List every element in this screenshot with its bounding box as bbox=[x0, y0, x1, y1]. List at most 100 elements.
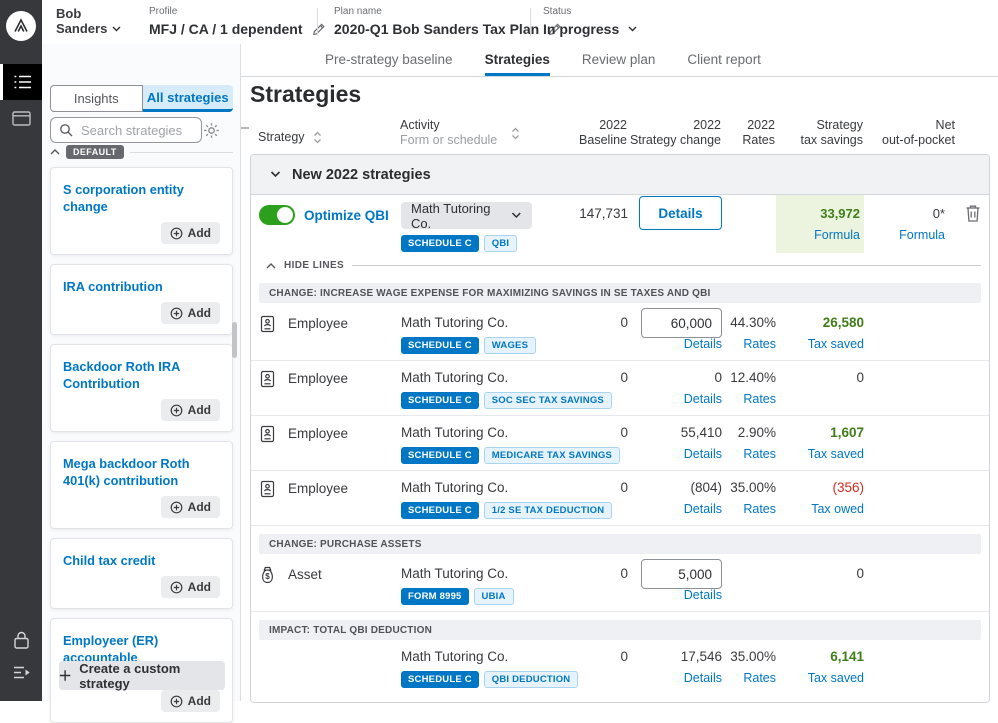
tax-savings-value: 0 bbox=[856, 566, 864, 582]
net-out-of-pocket-cell: 0* Formula bbox=[864, 195, 956, 253]
tab-insights[interactable]: Insights bbox=[50, 85, 143, 112]
resize-handle[interactable] bbox=[241, 127, 249, 129]
add-strategy-button[interactable]: Add bbox=[161, 576, 220, 598]
app-rail bbox=[0, 0, 42, 701]
status-dropdown[interactable]: In progress bbox=[543, 21, 637, 37]
details-link[interactable]: Details bbox=[684, 671, 722, 686]
table-row: Math Tutoring Co. SCHEDULE CQBI DEDUCTIO… bbox=[251, 640, 989, 702]
row-badge: WAGES bbox=[484, 337, 536, 354]
row-type-label: Employee bbox=[288, 370, 348, 386]
add-strategy-button[interactable]: Add bbox=[161, 690, 220, 712]
rates-link[interactable]: Rates bbox=[743, 502, 776, 517]
row-type-label: Employee bbox=[288, 480, 348, 496]
lock-icon[interactable] bbox=[0, 623, 42, 656]
tax-saved-link[interactable]: Tax saved bbox=[808, 671, 864, 686]
profile-value: MFJ / CA / 1 dependent bbox=[149, 21, 303, 37]
strategy-card-title[interactable]: Backdoor Roth IRA Contribution bbox=[63, 358, 220, 392]
circle-plus-icon bbox=[170, 227, 183, 240]
profile-label: Profile bbox=[149, 6, 325, 18]
strategy-change-input[interactable] bbox=[641, 559, 722, 589]
circle-plus-icon bbox=[170, 581, 183, 594]
tax-savings-value: 26,580 bbox=[823, 315, 864, 331]
collapse-caret-icon[interactable] bbox=[50, 149, 60, 155]
tax-saved-link[interactable]: Tax saved bbox=[808, 337, 864, 352]
search-input[interactable] bbox=[79, 122, 193, 139]
app-logo[interactable] bbox=[6, 11, 36, 41]
rates-link[interactable]: Rates bbox=[743, 337, 776, 352]
add-strategy-button[interactable]: Add bbox=[161, 399, 220, 421]
formula-link[interactable]: Formula bbox=[864, 228, 945, 242]
tab-client-report[interactable]: Client report bbox=[687, 52, 761, 76]
tab-review-plan[interactable]: Review plan bbox=[582, 52, 656, 76]
sort-icon[interactable] bbox=[511, 127, 520, 140]
details-link[interactable]: Details bbox=[684, 588, 722, 603]
formula-link[interactable]: Formula bbox=[776, 228, 860, 242]
rail-plans-icon[interactable] bbox=[0, 100, 42, 136]
strategy-name-link[interactable]: Optimize QBI bbox=[304, 208, 389, 223]
entity-name: Math Tutoring Co. bbox=[401, 425, 546, 441]
col-strategy-change: 2022Strategy change bbox=[627, 116, 721, 148]
hide-lines-divider: HIDE LINES bbox=[259, 256, 981, 275]
entity-name: Math Tutoring Co. bbox=[401, 566, 546, 582]
rate-value: 2.90% bbox=[738, 425, 776, 441]
details-link[interactable]: Details bbox=[684, 392, 722, 407]
tab-strategies[interactable]: Strategies bbox=[485, 52, 550, 76]
strategy-card-title[interactable]: Mega backdoor Roth 401(k) contribution bbox=[63, 455, 220, 489]
strategy-card-title[interactable]: IRA contribution bbox=[63, 278, 220, 295]
table-header: Strategy Activity Form or schedule 2022B… bbox=[250, 116, 990, 148]
collapse-caret-icon[interactable] bbox=[266, 263, 276, 269]
entity-name: Math Tutoring Co. bbox=[401, 370, 546, 386]
tax-savings-value: 6,141 bbox=[830, 649, 864, 665]
add-strategy-button[interactable]: Add bbox=[161, 496, 220, 518]
user-menu[interactable]: Bob Sanders bbox=[56, 6, 121, 36]
add-strategy-button[interactable]: Add bbox=[161, 302, 220, 324]
filter-settings-gear-icon[interactable] bbox=[203, 122, 220, 139]
status-group: Status In progress bbox=[543, 6, 637, 37]
add-strategy-label: Add bbox=[188, 694, 211, 708]
rate-value: 44.30% bbox=[730, 315, 776, 331]
schedule-badge: SCHEDULE C bbox=[401, 235, 479, 252]
strategy-toggle[interactable] bbox=[259, 205, 295, 225]
circle-plus-icon bbox=[170, 404, 183, 417]
chevron-down-icon bbox=[628, 26, 637, 32]
tab-pre-strategy-baseline[interactable]: Pre-strategy baseline bbox=[325, 52, 453, 76]
brand-mark-icon bbox=[12, 17, 30, 35]
default-section-header: DEFAULT bbox=[50, 145, 233, 159]
entity-dropdown[interactable]: Math Tutoring Co. bbox=[401, 202, 532, 229]
details-button[interactable]: Details bbox=[639, 196, 722, 230]
sidebar-view-toggle: Insights All strategies bbox=[50, 85, 233, 112]
section-badge: DEFAULT bbox=[66, 145, 124, 159]
group-header-new-2022-strategies[interactable]: New 2022 strategies bbox=[251, 155, 989, 195]
strategy-card: Backdoor Roth IRA Contribution Add bbox=[50, 344, 233, 432]
edit-profile-icon[interactable] bbox=[312, 23, 325, 36]
details-link[interactable]: Details bbox=[684, 447, 722, 462]
sort-icon[interactable] bbox=[313, 131, 322, 144]
row-type-label: Employee bbox=[288, 425, 348, 441]
tax-saved-link[interactable]: Tax owed bbox=[811, 502, 864, 517]
top-header: Bob Sanders Profile MFJ / CA / 1 depende… bbox=[42, 0, 998, 44]
entity-name: Math Tutoring Co. bbox=[401, 649, 546, 665]
tab-all-strategies[interactable]: All strategies bbox=[143, 85, 234, 112]
details-link[interactable]: Details bbox=[684, 337, 722, 352]
rate-value: 35.00% bbox=[730, 649, 776, 665]
create-custom-strategy-button[interactable]: Create a custom strategy bbox=[59, 661, 225, 690]
rates-link[interactable]: Rates bbox=[743, 447, 776, 462]
collapse-sidebar-icon[interactable] bbox=[0, 656, 42, 689]
details-link[interactable]: Details bbox=[684, 502, 722, 517]
add-strategy-button[interactable]: Add bbox=[161, 222, 220, 244]
rail-strategy-list-icon[interactable] bbox=[0, 64, 42, 100]
rates-link[interactable]: Rates bbox=[743, 671, 776, 686]
rates-link[interactable]: Rates bbox=[743, 392, 776, 407]
strategy-change-input[interactable] bbox=[641, 308, 722, 338]
strategy-card-title[interactable]: S corporation entity change bbox=[63, 181, 220, 215]
svg-text:$: $ bbox=[265, 572, 270, 581]
divider bbox=[352, 265, 981, 266]
hide-lines-label[interactable]: HIDE LINES bbox=[284, 260, 344, 271]
strategy-card: Child tax credit Add bbox=[50, 538, 233, 609]
strategy-search[interactable] bbox=[50, 117, 202, 143]
sidebar-scrollbar[interactable] bbox=[232, 322, 237, 358]
tax-saved-link[interactable]: Tax saved bbox=[808, 447, 864, 462]
table-row: $ Asset Math Tutoring Co. FORM 8995UBIA … bbox=[251, 554, 989, 612]
delete-strategy-trash-icon[interactable] bbox=[965, 204, 981, 253]
strategy-card-title[interactable]: Child tax credit bbox=[63, 552, 220, 569]
